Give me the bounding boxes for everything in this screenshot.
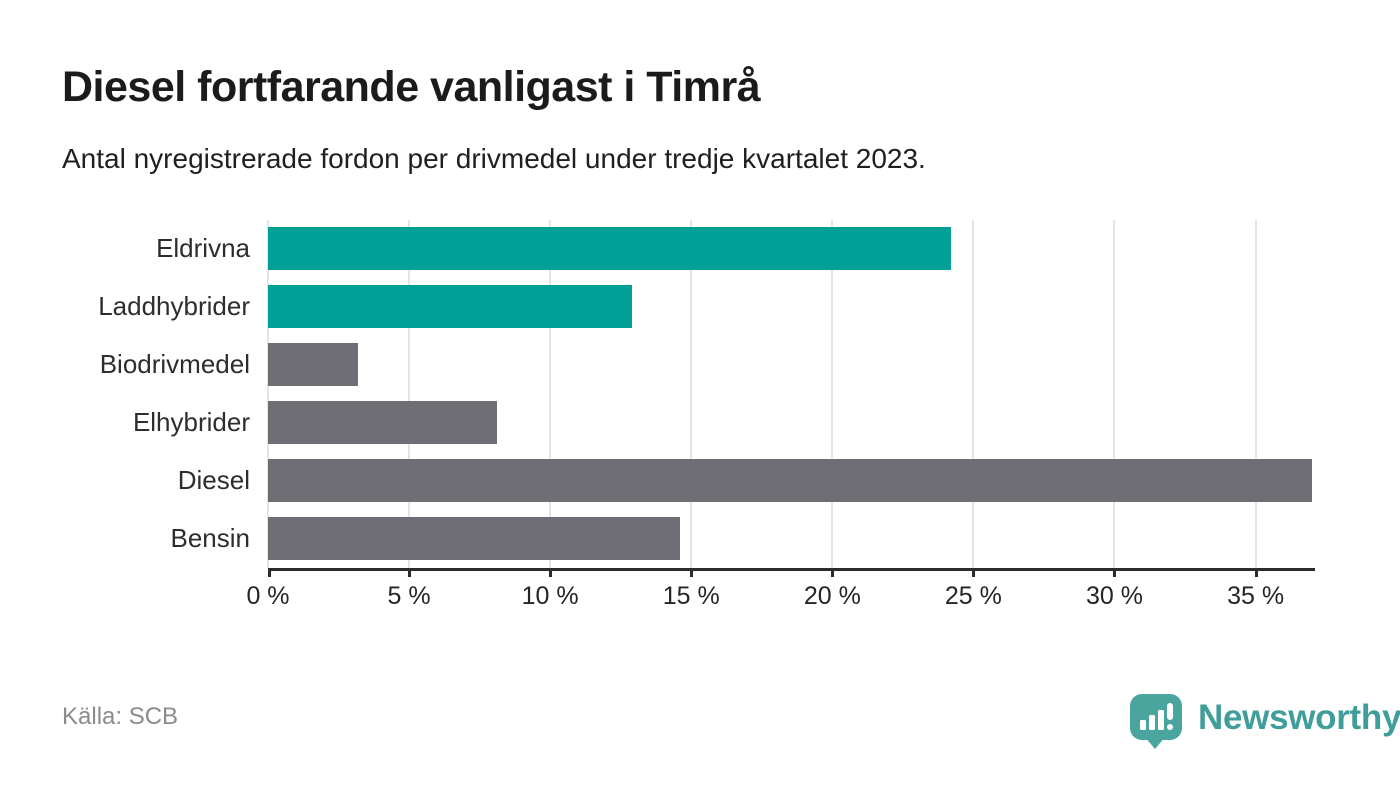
gridline — [1113, 220, 1116, 568]
x-axis-tick-label: 0 % — [246, 582, 290, 610]
x-axis-tick-label: 30 % — [1085, 582, 1143, 610]
newsworthy-logo-icon — [1130, 692, 1184, 749]
bar-chart-icon — [1149, 715, 1155, 730]
category-label: Eldrivna — [156, 233, 250, 263]
x-axis-tick — [408, 568, 412, 577]
gridline — [549, 220, 552, 568]
x-axis-tick-label: 15 % — [662, 582, 720, 610]
x-axis-tick — [972, 568, 976, 577]
x-axis-tick — [1113, 568, 1117, 577]
bar-diesel — [268, 459, 1312, 502]
gridline — [972, 220, 975, 568]
bar-eldrivna — [268, 227, 951, 270]
source-note: Källa: SCB — [62, 703, 179, 730]
brand-name: Newsworthy — [1198, 698, 1400, 737]
chart-subtitle: Antal nyregistrerade fordon per drivmede… — [62, 143, 926, 174]
gridline — [831, 220, 834, 568]
brand-lockup: Newsworthy — [1130, 692, 1400, 749]
exclamation-icon — [1167, 724, 1173, 730]
category-label: Laddhybrider — [98, 291, 250, 321]
gridline — [690, 220, 693, 568]
page-title: Diesel fortfarande vanligast i Timrå — [62, 63, 761, 111]
x-axis-tick — [690, 568, 694, 577]
x-axis-tick — [549, 568, 553, 577]
gridline — [1254, 220, 1257, 568]
gridline — [408, 220, 411, 568]
x-axis-tick — [268, 568, 271, 577]
bar-chart-icon — [1140, 720, 1146, 730]
x-axis-tick-label: 20 % — [803, 582, 861, 610]
speech-bubble-shape — [1130, 694, 1182, 740]
category-label: Elhybrider — [132, 407, 250, 437]
x-axis-tick — [1254, 568, 1258, 577]
category-label: Diesel — [177, 465, 250, 495]
bar-chart-icon — [1158, 710, 1164, 730]
category-label: Bensin — [170, 523, 251, 553]
bar-bensin — [268, 517, 680, 560]
x-axis-tick — [831, 568, 835, 577]
x-axis-tick-label: 35 % — [1227, 582, 1285, 610]
gridline — [267, 220, 269, 568]
exclamation-icon — [1167, 703, 1173, 720]
bar-laddhybrider — [268, 285, 632, 328]
speech-bubble-tail — [1144, 736, 1166, 749]
bar-elhybrider — [268, 401, 497, 444]
category-label: Biodrivmedel — [99, 349, 250, 379]
bar-biodrivmedel — [268, 343, 359, 386]
x-axis-tick-label: 10 % — [521, 582, 579, 610]
x-axis-tick-label: 25 % — [944, 582, 1002, 610]
x-axis-tick-label: 5 % — [387, 582, 431, 610]
x-axis-line — [268, 568, 1315, 571]
